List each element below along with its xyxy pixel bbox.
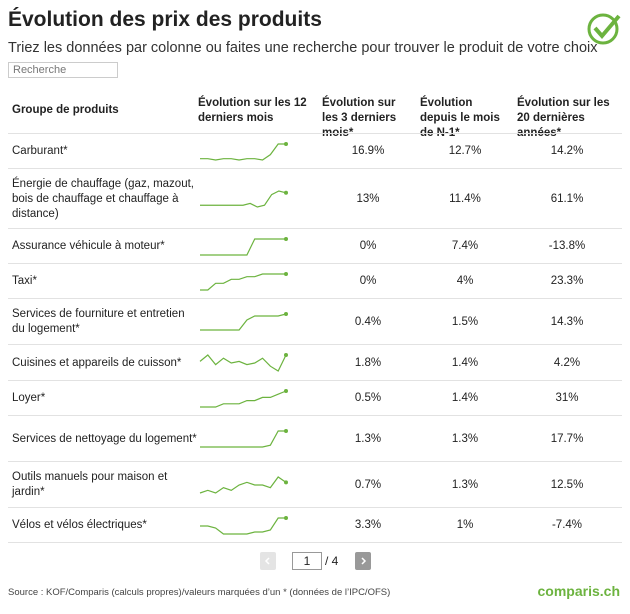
sparkline xyxy=(200,141,288,161)
column-header[interactable]: Groupe de produits xyxy=(12,104,119,116)
change-3m: 1.3% xyxy=(354,432,382,445)
change-3m: 0.7% xyxy=(354,478,382,491)
trend-end-dot xyxy=(284,429,288,433)
separator xyxy=(8,507,622,508)
sparkline xyxy=(199,353,288,372)
page-total: / 4 xyxy=(325,554,339,568)
sparkline xyxy=(200,429,288,448)
change-3m: 13% xyxy=(356,192,380,205)
change-prev-month: 12.7% xyxy=(448,145,482,157)
brand-logo: comparis.ch xyxy=(537,583,620,599)
source-note: Source : KOF/Comparis (calculs propres)/… xyxy=(8,587,391,598)
next-icon xyxy=(361,557,367,565)
change-20y: 31% xyxy=(555,392,579,404)
sparkline xyxy=(200,236,288,256)
trend-end-dot xyxy=(284,353,288,357)
change-prev-month: 1.5% xyxy=(451,315,479,328)
trend-line xyxy=(200,142,286,161)
change-20y: 12.5% xyxy=(550,478,584,491)
separator xyxy=(8,415,622,416)
change-prev-month: 1.4% xyxy=(451,356,479,369)
separator xyxy=(8,228,622,229)
product-name: Services de fourniture et entretien du l… xyxy=(12,308,185,335)
separator xyxy=(8,380,622,381)
change-prev-month: 1.4% xyxy=(451,392,479,404)
change-20y: 17.7% xyxy=(550,432,584,445)
product-name: Taxi* xyxy=(12,275,37,287)
change-prev-month: 1.3% xyxy=(451,478,479,491)
change-20y: 23.3% xyxy=(550,275,584,287)
trend-end-dot xyxy=(284,236,288,241)
separator xyxy=(8,263,622,264)
trend-line xyxy=(200,430,286,448)
trend-end-dot xyxy=(284,190,288,195)
sparkline xyxy=(199,476,288,494)
check-logo xyxy=(587,13,621,45)
sparkline xyxy=(200,388,288,408)
trend-line xyxy=(200,272,286,291)
sparkline xyxy=(200,515,288,535)
trend-end-dot xyxy=(284,141,288,146)
change-20y: 61.1% xyxy=(550,192,584,205)
trend-end-dot xyxy=(284,388,288,393)
column-header[interactable]: Évolution sur les 20 dernières années* xyxy=(517,97,610,139)
change-3m: 0% xyxy=(359,240,377,252)
product-name: Services de nettoyage du logement* xyxy=(12,432,197,445)
product-name: Énergie de chauffage (gaz, mazout, bois … xyxy=(12,177,194,220)
change-3m: 0.5% xyxy=(354,392,382,404)
separator xyxy=(8,298,622,299)
trend-line xyxy=(200,190,287,208)
trend-end-dot xyxy=(284,515,288,520)
change-prev-month: 1.3% xyxy=(451,432,479,445)
trend-line xyxy=(200,313,287,331)
title: Évolution des prix des produits xyxy=(8,8,322,31)
separator xyxy=(8,133,622,134)
separator xyxy=(8,542,622,543)
change-20y: 14.3% xyxy=(550,315,584,328)
sparkline xyxy=(200,271,288,291)
change-3m: 0% xyxy=(359,275,377,287)
change-20y: -7.4% xyxy=(551,519,583,531)
change-3m: 3.3% xyxy=(354,519,382,531)
change-20y: 4.2% xyxy=(553,356,581,369)
trend-end-dot xyxy=(284,271,288,276)
trend-line xyxy=(200,516,286,535)
product-name: Cuisines et appareils de cuisson* xyxy=(12,356,182,369)
separator xyxy=(8,461,622,462)
change-3m: 1.8% xyxy=(354,356,382,369)
column-header[interactable]: Évolution depuis le mois de N-1* xyxy=(420,97,500,139)
change-prev-month: 4% xyxy=(456,275,474,287)
trend-line xyxy=(199,354,287,372)
next-button[interactable] xyxy=(355,552,371,570)
trend-end-dot xyxy=(284,312,288,316)
page-input[interactable]: 1 xyxy=(292,552,322,570)
product-name: Carburant* xyxy=(12,145,68,157)
change-prev-month: 11.4% xyxy=(449,192,481,205)
change-3m: 0.4% xyxy=(354,315,382,328)
product-name: Vélos et vélos électriques* xyxy=(12,519,147,531)
product-name: Loyer* xyxy=(12,392,46,404)
subtitle: Triez les données par colonne ou faites … xyxy=(8,40,598,56)
search-box[interactable]: Recherche xyxy=(8,62,118,78)
column-header[interactable]: Évolution sur les 12 derniers mois xyxy=(198,97,307,124)
prev-icon xyxy=(264,557,270,565)
prev-button[interactable] xyxy=(260,552,276,570)
change-20y: 14.2% xyxy=(550,145,584,157)
sparkline xyxy=(200,190,288,208)
trend-line xyxy=(200,237,286,256)
separator xyxy=(8,168,622,169)
trend-line xyxy=(199,476,287,494)
trend-line xyxy=(200,389,287,408)
trend-end-dot xyxy=(284,480,288,485)
change-20y: -13.8% xyxy=(548,240,586,252)
separator xyxy=(8,344,622,345)
sparkline xyxy=(200,312,288,331)
product-name: Assurance véhicule à moteur* xyxy=(12,240,165,252)
column-header[interactable]: Évolution sur les 3 derniers mois* xyxy=(322,97,397,139)
change-3m: 16.9% xyxy=(351,145,385,157)
change-prev-month: 1% xyxy=(456,519,474,531)
change-prev-month: 7.4% xyxy=(451,240,479,252)
product-name: Outils manuels pour maison et jardin* xyxy=(12,471,168,498)
